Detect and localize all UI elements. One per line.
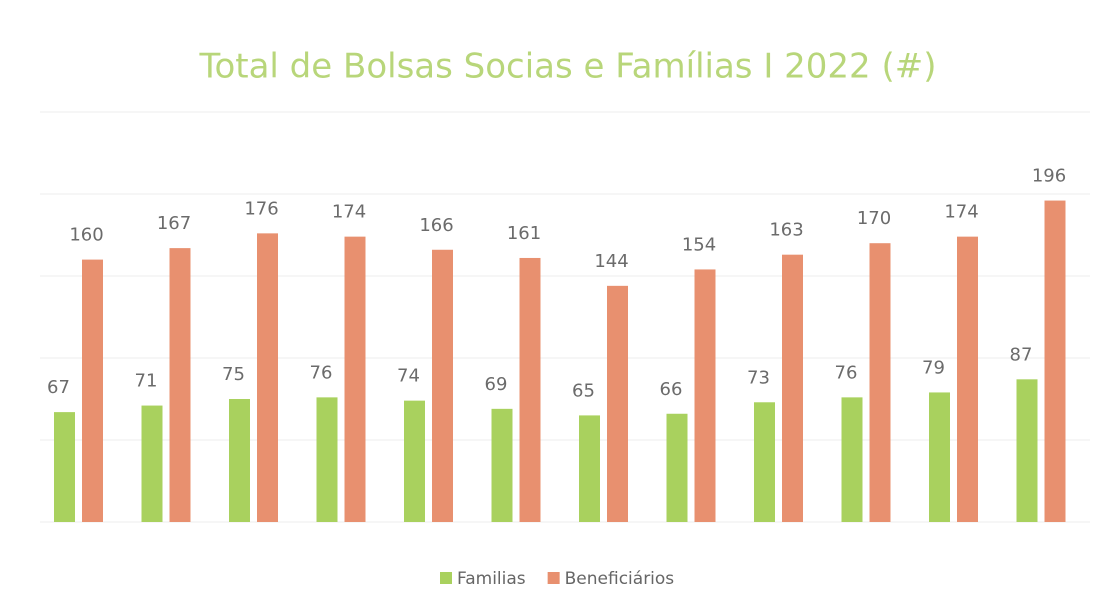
data-label: 144	[594, 251, 628, 272]
bar	[929, 392, 950, 522]
bar	[666, 413, 688, 522]
bar	[519, 257, 541, 522]
legend-label: Beneficiários	[565, 569, 675, 589]
data-label: 160	[69, 225, 103, 246]
legend-swatch	[547, 572, 560, 584]
data-label: 73	[747, 367, 770, 388]
bar	[1044, 200, 1066, 522]
data-label: 76	[835, 362, 858, 383]
bar	[169, 248, 191, 522]
data-label: 75	[222, 364, 245, 385]
legend-swatch	[440, 572, 452, 584]
data-label: 176	[244, 198, 278, 219]
bar	[841, 397, 863, 522]
bar	[694, 269, 716, 522]
data-label: 170	[857, 208, 891, 229]
data-label: 65	[572, 380, 595, 401]
data-label: 174	[944, 202, 978, 223]
bar	[579, 415, 600, 522]
bar	[432, 249, 453, 522]
data-label: 66	[660, 379, 683, 400]
data-label: 166	[419, 215, 453, 236]
bar	[607, 285, 628, 522]
bar	[491, 408, 513, 522]
chart-title: Total de Bolsas Socias e Famílias I 2022…	[198, 47, 936, 87]
legend-label: Familias	[457, 569, 526, 589]
data-label: 196	[1032, 166, 1066, 187]
bar	[754, 402, 775, 522]
bar	[1016, 379, 1038, 522]
bar	[344, 236, 366, 522]
bar	[782, 254, 803, 522]
bar	[229, 399, 250, 522]
bar	[316, 397, 338, 522]
bar	[54, 412, 75, 522]
data-label: 161	[507, 223, 541, 244]
data-label: 71	[135, 371, 158, 392]
data-label: 174	[332, 202, 366, 223]
data-label: 67	[47, 377, 70, 398]
data-label: 79	[922, 357, 945, 378]
bar	[404, 400, 425, 522]
data-label: 87	[1010, 344, 1033, 365]
data-label: 74	[397, 366, 420, 387]
data-label: 154	[682, 234, 716, 255]
data-label: 167	[157, 213, 191, 234]
bar	[257, 233, 278, 523]
data-label: 76	[310, 362, 333, 383]
data-label: 163	[769, 220, 803, 241]
data-label: 69	[485, 374, 508, 395]
bar	[82, 259, 103, 522]
bar	[869, 243, 891, 522]
bar	[957, 236, 978, 522]
bar	[141, 405, 163, 522]
